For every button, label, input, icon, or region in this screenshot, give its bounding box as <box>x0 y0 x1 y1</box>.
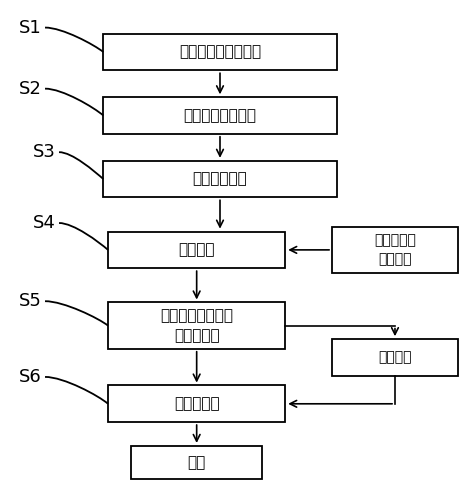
Text: S3: S3 <box>33 143 56 161</box>
Bar <box>132 446 262 479</box>
Text: 施工准备、开挖修坡: 施工准备、开挖修坡 <box>179 45 261 59</box>
Bar <box>103 34 336 71</box>
Bar <box>103 161 336 197</box>
Text: S4: S4 <box>33 214 56 232</box>
Text: 竣工: 竣工 <box>188 455 206 470</box>
Text: S5: S5 <box>19 292 42 310</box>
Text: 制备有机硅
改性树脂: 制备有机硅 改性树脂 <box>374 234 416 266</box>
Bar <box>108 386 285 422</box>
Text: 排水系统施工: 排水系统施工 <box>193 172 248 187</box>
Text: 锚杆验收: 锚杆验收 <box>378 350 412 365</box>
Text: 浇筑保护层: 浇筑保护层 <box>174 396 219 411</box>
Bar <box>332 227 458 273</box>
Bar <box>332 339 458 376</box>
Bar <box>108 302 285 349</box>
Text: 湿钻成孔: 湿钻成孔 <box>178 243 215 257</box>
Text: 安装锚杆、固定、
注浆、封孔: 安装锚杆、固定、 注浆、封孔 <box>160 308 233 343</box>
Text: S1: S1 <box>19 19 42 37</box>
Bar <box>103 97 336 134</box>
Text: 喷洒改性环氧材料: 喷洒改性环氧材料 <box>183 108 256 123</box>
Text: S2: S2 <box>19 80 42 98</box>
Bar <box>108 232 285 268</box>
Text: S6: S6 <box>19 368 42 386</box>
